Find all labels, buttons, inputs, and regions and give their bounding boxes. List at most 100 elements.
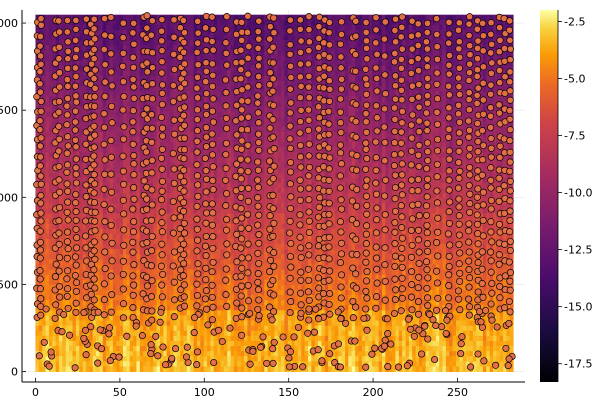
data-point <box>305 163 314 171</box>
data-point <box>72 164 80 172</box>
data-point <box>266 268 274 276</box>
data-point <box>445 252 453 260</box>
data-point <box>254 44 262 52</box>
data-point <box>56 293 64 301</box>
data-point <box>506 216 514 225</box>
data-point <box>233 101 241 109</box>
data-point <box>504 362 512 370</box>
data-point <box>101 15 109 23</box>
data-point <box>408 17 416 25</box>
data-point <box>72 287 80 295</box>
data-point <box>445 294 453 302</box>
data-point <box>473 211 481 219</box>
data-point <box>424 302 432 310</box>
data-point <box>397 64 405 72</box>
data-point <box>474 148 482 156</box>
data-point <box>407 69 415 77</box>
data-point <box>105 330 113 338</box>
data-point <box>305 208 313 216</box>
data-point <box>148 156 156 164</box>
data-point <box>257 343 265 351</box>
data-point <box>326 267 334 275</box>
data-point <box>488 238 496 246</box>
x-tick-label: 100 <box>194 386 215 399</box>
data-point <box>222 265 230 273</box>
data-point <box>423 45 431 53</box>
data-point <box>37 15 45 23</box>
data-point <box>223 124 231 132</box>
data-point <box>362 305 370 313</box>
x-tick-label: 250 <box>447 386 468 399</box>
data-point <box>465 89 473 97</box>
data-point <box>297 244 305 252</box>
data-point <box>37 60 45 68</box>
data-point <box>90 266 98 274</box>
data-point <box>433 306 441 314</box>
data-point <box>467 363 475 371</box>
data-point <box>72 155 80 163</box>
data-point <box>465 248 473 256</box>
data-point <box>180 29 189 37</box>
x-axis: 0 50 100 150 200 250 <box>32 378 468 399</box>
data-point <box>193 84 201 92</box>
data-point <box>286 122 294 130</box>
data-point <box>100 123 108 131</box>
data-point <box>391 219 399 227</box>
data-point <box>456 277 464 285</box>
data-point <box>473 72 481 80</box>
data-point <box>297 268 305 276</box>
data-point <box>63 254 71 262</box>
data-point <box>495 66 504 75</box>
data-point <box>445 104 453 112</box>
data-point <box>352 67 360 75</box>
data-point <box>465 69 474 77</box>
data-point <box>423 127 431 135</box>
data-point <box>223 61 231 69</box>
data-point <box>487 90 495 98</box>
data-point <box>238 18 246 26</box>
data-point <box>442 329 450 338</box>
data-point <box>237 272 245 280</box>
data-point <box>285 354 293 362</box>
data-point <box>266 35 274 43</box>
data-point <box>36 153 45 161</box>
data-point <box>130 195 138 203</box>
data-point <box>90 15 98 23</box>
data-point <box>495 101 503 109</box>
data-point <box>455 220 463 228</box>
data-point <box>180 178 188 186</box>
data-point <box>445 125 453 133</box>
data-point <box>487 205 495 213</box>
data-point <box>91 284 99 292</box>
data-point <box>445 271 453 279</box>
data-point <box>287 193 295 201</box>
data-point <box>506 96 514 104</box>
data-point <box>337 315 345 323</box>
data-point <box>478 280 486 288</box>
data-point <box>305 296 313 304</box>
data-point <box>64 245 72 253</box>
data-point <box>337 64 345 72</box>
data-point <box>270 262 278 270</box>
data-point <box>143 273 151 281</box>
data-point <box>269 133 277 141</box>
data-point <box>180 229 189 237</box>
data-point <box>147 341 155 349</box>
data-point <box>202 252 210 260</box>
data-point <box>315 315 323 323</box>
data-point <box>71 107 80 115</box>
data-point <box>170 296 179 304</box>
data-point <box>55 108 63 116</box>
data-point <box>456 118 464 126</box>
data-point <box>488 289 496 297</box>
data-point <box>314 346 322 354</box>
data-point <box>415 273 423 281</box>
data-point <box>287 298 295 306</box>
data-point <box>209 71 217 79</box>
data-point <box>244 197 252 205</box>
data-point <box>487 153 495 161</box>
data-point <box>433 30 441 39</box>
data-point <box>209 118 217 126</box>
data-point <box>82 140 90 148</box>
data-point <box>73 278 81 287</box>
